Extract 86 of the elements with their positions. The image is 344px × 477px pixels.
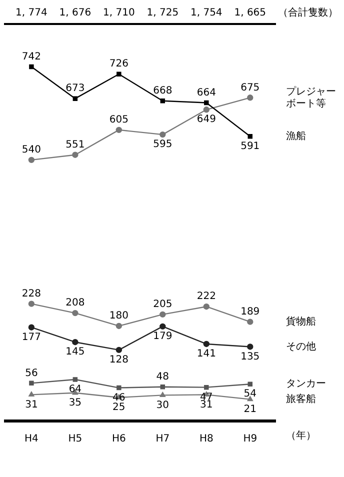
point: [116, 72, 122, 76]
point: [203, 106, 210, 113]
text: 漁船: [286, 130, 306, 142]
point: [160, 392, 166, 398]
data-label: 30: [156, 400, 170, 411]
text: 1, 676: [59, 8, 92, 19]
point: [203, 304, 210, 310]
point: [116, 126, 122, 134]
text: タンカー: [286, 378, 326, 390]
data-label: 205: [153, 299, 172, 310]
data-label: 540: [22, 144, 41, 156]
data-label: 46: [112, 392, 126, 404]
point: [28, 300, 35, 307]
point: [72, 310, 78, 316]
point: [116, 385, 122, 390]
text: 1, 710: [103, 8, 135, 19]
point: [248, 382, 252, 386]
data-label: 54: [244, 388, 256, 400]
data-label: 605: [109, 114, 128, 126]
data-label: 208: [66, 298, 85, 309]
data-label: 551: [66, 139, 85, 150]
text: 旅客船: [286, 392, 316, 405]
x-tick-label: H6: [112, 434, 126, 445]
x-tick-label: H8: [199, 434, 214, 445]
point: [116, 322, 122, 330]
data-label: 141: [196, 348, 216, 360]
point: [160, 98, 166, 104]
text: （合計隻数）: [278, 6, 338, 19]
data-label: 128: [109, 354, 128, 366]
data-label: 145: [66, 346, 85, 358]
text: 1, 774: [16, 8, 48, 19]
data-label: 64: [68, 384, 82, 396]
data-label: 31: [25, 399, 38, 410]
point: [28, 324, 35, 330]
point: [28, 392, 34, 397]
point: [160, 131, 166, 138]
data-label: 180: [109, 310, 128, 322]
text: その他: [286, 340, 316, 352]
point: [160, 323, 166, 330]
data-label: 135: [240, 351, 260, 362]
data-label: 179: [153, 331, 172, 342]
text: プレジャーボート等: [286, 85, 336, 110]
x-tick-label: H9: [243, 434, 258, 445]
data-label: 591: [240, 140, 260, 152]
point: [247, 94, 254, 101]
text: 1, 665: [234, 8, 266, 19]
data-label: 222: [196, 291, 216, 302]
point: [247, 318, 254, 325]
x-tick-label: H4: [24, 434, 38, 445]
point: [72, 96, 78, 101]
x-axis-title: （年）: [286, 430, 316, 442]
point: [247, 344, 254, 350]
text: 1, 725: [146, 8, 179, 19]
data-label: 35: [68, 397, 82, 408]
point: [29, 380, 34, 386]
x-tick-label: H5: [68, 434, 82, 445]
point: [204, 384, 209, 390]
data-label: 673: [66, 83, 85, 94]
point: [72, 152, 78, 158]
data-label: 668: [153, 85, 172, 96]
point: [72, 377, 78, 382]
point: [203, 340, 210, 348]
point: [160, 384, 166, 390]
data-label: 48: [156, 371, 170, 382]
point: [28, 156, 35, 164]
text: 1, 754: [190, 8, 222, 19]
data-label: 742: [22, 51, 41, 62]
point: [204, 100, 209, 106]
point: [248, 134, 252, 139]
data-label: 56: [25, 368, 38, 379]
data-label: 228: [22, 288, 41, 300]
point: [160, 311, 166, 318]
data-label: 21: [244, 404, 256, 415]
data-label: 189: [240, 306, 260, 318]
text: 貨物船: [286, 315, 316, 328]
data-label: 177: [22, 332, 41, 343]
x-tick-label: H7: [156, 434, 170, 445]
point: [72, 339, 78, 346]
point: [29, 64, 34, 70]
data-label: 25: [112, 402, 126, 414]
data-label: 595: [153, 139, 172, 150]
point: [116, 346, 122, 354]
data-label: 675: [240, 82, 260, 94]
data-label: 649: [196, 114, 216, 126]
data-label: 664: [196, 87, 216, 98]
data-label: 726: [109, 58, 128, 70]
